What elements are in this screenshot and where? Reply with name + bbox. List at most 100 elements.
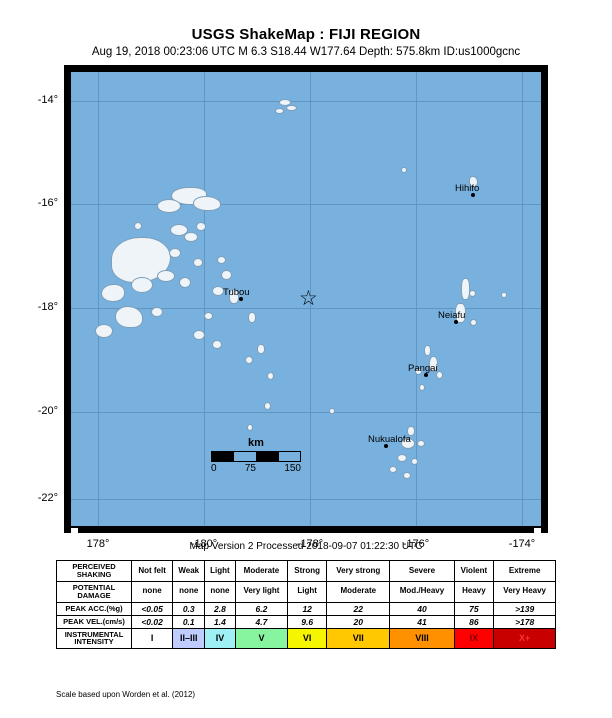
legend-credit: Scale based upon Worden et al. (2012) bbox=[56, 690, 196, 699]
city-label: Tubou bbox=[223, 287, 250, 298]
city-marker-dot bbox=[384, 444, 388, 448]
legend-cell: >178 bbox=[493, 614, 556, 629]
island-shape bbox=[275, 108, 284, 114]
island-shape bbox=[407, 426, 415, 436]
island-shape bbox=[193, 258, 203, 267]
island-shape bbox=[389, 466, 397, 473]
legend-cell: 0.3 bbox=[172, 601, 206, 616]
legend-cell: 40 bbox=[389, 601, 455, 616]
graticule-line-lat bbox=[71, 204, 541, 205]
city-marker-dot bbox=[471, 193, 475, 197]
island-shape bbox=[245, 356, 253, 364]
legend-cell: Very light bbox=[234, 580, 289, 603]
city-label: Nukualofa bbox=[368, 434, 411, 445]
graticule-line-lon bbox=[522, 72, 523, 526]
island-shape bbox=[424, 345, 431, 356]
legend-cell: Moderate bbox=[234, 560, 289, 582]
legend-cell: VIII bbox=[389, 627, 455, 650]
legend-cell: 86 bbox=[453, 614, 495, 629]
island-shape bbox=[436, 371, 443, 379]
lat-tick-label: -14° bbox=[37, 94, 58, 106]
island-shape bbox=[286, 105, 297, 111]
scale-tick-2: 150 bbox=[284, 463, 301, 474]
legend-cell: 6.2 bbox=[234, 601, 289, 616]
island-shape bbox=[217, 256, 226, 264]
legend-cell: >139 bbox=[493, 601, 556, 616]
legend-cell: Very strong bbox=[326, 560, 391, 582]
graticule-line-lat bbox=[71, 101, 541, 102]
row-label-peak-acc: PEAK ACC.(%g) bbox=[56, 601, 132, 616]
legend-cell: IX bbox=[453, 627, 495, 650]
page-title: USGS ShakeMap : FIJI REGION bbox=[191, 26, 421, 43]
legend-cell: none bbox=[204, 580, 236, 603]
island-shape bbox=[179, 277, 191, 288]
city-label: Neiafu bbox=[438, 310, 466, 321]
island-shape bbox=[157, 199, 181, 213]
island-shape bbox=[221, 270, 232, 280]
table-row-intensity: INSTRUMENTAL INTENSITY I II–III IV V VI VII VII… bbox=[56, 627, 556, 650]
legend-cell: 9.6 bbox=[287, 614, 328, 629]
intensity-legend-table: PERCEIVED SHAKING Not felt Weak Light Modera… bbox=[56, 560, 556, 650]
island-shape bbox=[193, 196, 221, 211]
legend-cell: VII bbox=[326, 627, 391, 650]
legend-cell: Moderate bbox=[326, 580, 391, 603]
legend-cell: 75 bbox=[453, 601, 495, 616]
island-shape bbox=[184, 232, 198, 242]
island-shape bbox=[193, 330, 205, 340]
lon-tick-label: -174° bbox=[508, 538, 536, 550]
legend-cell: Mod./Heavy bbox=[389, 580, 455, 603]
lat-tick-label: -18° bbox=[37, 301, 58, 313]
graticule-line-lat bbox=[71, 412, 541, 413]
lon-tick-label: -176° bbox=[402, 538, 430, 550]
row-label-potential-damage: POTENTIAL DAMAGE bbox=[56, 580, 132, 603]
island-shape bbox=[134, 222, 142, 230]
map-version-line: Map Version 2 Processed 2018-09-07 01:22… bbox=[189, 541, 423, 552]
legend-cell: Light bbox=[204, 560, 236, 582]
table-row-peak-vel: PEAK VEL.(cm/s) <0.02 0.1 1.4 4.7 9.6 20 41 86 >… bbox=[56, 614, 556, 629]
island-shape bbox=[397, 454, 407, 462]
scale-tick-0: 0 bbox=[211, 463, 217, 474]
legend-cell: Strong bbox=[287, 560, 328, 582]
island-shape bbox=[151, 307, 163, 317]
graticule-line-lon bbox=[204, 72, 205, 526]
island-shape bbox=[196, 222, 206, 231]
legend-cell: 2.8 bbox=[204, 601, 236, 616]
epicenter-star-icon: ☆ bbox=[299, 287, 318, 310]
island-shape bbox=[264, 402, 271, 410]
legend-cell: Extreme bbox=[493, 560, 556, 582]
legend-cell: II–III bbox=[172, 627, 206, 650]
legend-cell: Weak bbox=[172, 560, 206, 582]
legend-cell: Severe bbox=[389, 560, 455, 582]
island-shape bbox=[95, 324, 113, 338]
shakemap-canvas[interactable]: Hihifo Tubou Neiafu Pangai Nukualofa ☆ km 0 … bbox=[71, 72, 541, 526]
island-shape bbox=[401, 438, 415, 449]
row-label-peak-vel: PEAK VEL.(cm/s) bbox=[56, 614, 132, 629]
graticule-line-lon bbox=[98, 72, 99, 526]
city-marker-dot bbox=[454, 320, 458, 324]
legend-cell: <0.05 bbox=[130, 601, 174, 616]
scale-tick-labels: 0 75 150 bbox=[211, 463, 301, 474]
island-shape bbox=[417, 440, 425, 447]
city-label: Pangai bbox=[408, 363, 438, 374]
island-shape bbox=[415, 368, 422, 375]
graticule-line-lat bbox=[71, 499, 541, 500]
island-shape bbox=[204, 312, 213, 320]
island-shape bbox=[279, 99, 291, 106]
legend-cell: 4.7 bbox=[234, 614, 289, 629]
legend-cell: VI bbox=[287, 627, 328, 650]
island-shape bbox=[115, 306, 143, 328]
island-shape bbox=[101, 284, 125, 302]
city-marker-dot bbox=[424, 373, 428, 377]
island-shape bbox=[131, 277, 153, 293]
legend-cell: I bbox=[130, 627, 174, 650]
island-shape bbox=[470, 319, 477, 326]
table-row-peak-acc: PEAK ACC.(%g) <0.05 0.3 2.8 6.2 12 22 40 75 >139 bbox=[56, 601, 556, 616]
legend-cell: Very Heavy bbox=[493, 580, 556, 603]
graticule-line-lat bbox=[71, 308, 541, 309]
lat-tick-label: -20° bbox=[37, 405, 58, 417]
island-shape bbox=[419, 384, 425, 391]
island-shape bbox=[229, 289, 239, 304]
legend-cell: Heavy bbox=[453, 580, 495, 603]
legend-cell: 20 bbox=[326, 614, 391, 629]
island-shape bbox=[461, 278, 470, 300]
